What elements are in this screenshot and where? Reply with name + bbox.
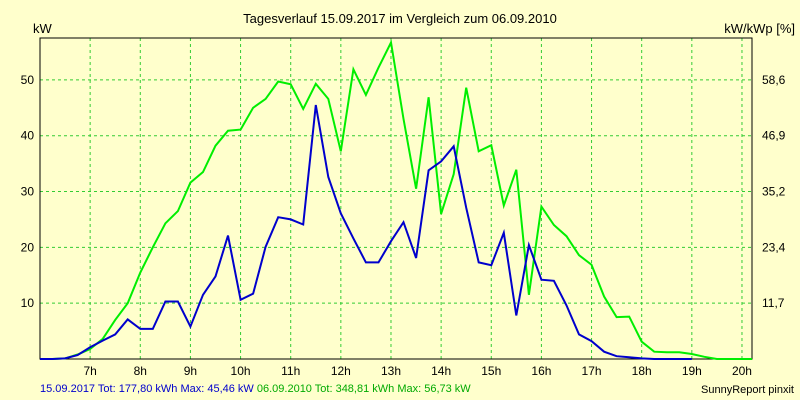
x-tick-label: 10h [231, 364, 251, 378]
x-tick-label: 15h [481, 364, 501, 378]
y2-tick-label: 35,2 [762, 185, 786, 199]
series-line-blue [40, 104, 692, 360]
x-tick-label: 11h [281, 364, 300, 378]
y-axis-label: kW [33, 21, 53, 36]
footer-blue-summary: 15.09.2017 Tot: 177,80 kWh Max: 45,46 kW [40, 383, 254, 395]
x-tick-label: 18h [632, 364, 652, 378]
x-tick-label: 12h [331, 364, 351, 378]
x-tick-label: 19h [682, 364, 702, 378]
y-tick-label: 50 [21, 73, 35, 87]
y2-tick-label: 46,9 [762, 129, 786, 143]
footer-summary: 15.09.2017 Tot: 177,80 kWh Max: 45,46 kW… [40, 383, 471, 395]
footer-credit: SunnyReport pinxit [701, 384, 794, 396]
series-line-green [40, 39, 752, 360]
x-tick-label: 20h [732, 364, 752, 378]
x-tick-label: 13h [381, 364, 401, 378]
x-tick-label: 9h [184, 364, 197, 378]
footer-green-summary: 06.09.2010 Tot: 348,81 kWh Max: 56,73 kW [256, 383, 471, 395]
x-tick-label: 8h [134, 364, 147, 378]
chart-title: Tagesverlauf 15.09.2017 im Vergleich zum… [243, 11, 557, 26]
y-tick-label: 20 [21, 240, 35, 254]
x-tick-label: 16h [531, 364, 551, 378]
y-tick-label: 40 [21, 129, 35, 143]
grid [40, 38, 752, 359]
x-tick-label: 17h [582, 364, 602, 378]
y2-tick-label: 11,7 [762, 296, 785, 310]
x-tick-label: 7h [83, 364, 96, 378]
y2-tick-label: 58,6 [762, 73, 786, 87]
tick-labels: 7h 8h 9h 10h 11h 12h 13h 14h 15h 16h 17h 18h 19h 20h 1… [21, 73, 786, 378]
plot-area-border [39, 37, 753, 360]
x-tick-label: 14h [431, 364, 451, 378]
y-tick-label: 10 [21, 296, 35, 310]
y2-tick-label: 23,4 [762, 240, 786, 254]
y2-axis-label: kW/kWp [%] [724, 21, 795, 36]
series-layer [40, 39, 752, 360]
y-tick-label: 30 [21, 185, 35, 199]
